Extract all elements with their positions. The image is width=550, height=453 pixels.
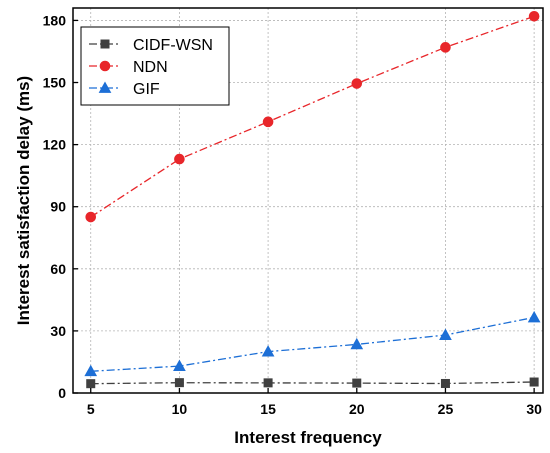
data-point-ndn bbox=[85, 211, 97, 223]
data-point-ndn bbox=[440, 42, 451, 53]
series-layer bbox=[84, 10, 541, 389]
data-point-cidf-wsn bbox=[86, 379, 96, 389]
legend-label-gif: GIF bbox=[133, 81, 160, 98]
y-tick-label: 60 bbox=[50, 261, 66, 277]
x-tick-label: 15 bbox=[260, 401, 276, 417]
data-point-gif bbox=[173, 359, 186, 371]
data-point-cidf-wsn bbox=[263, 378, 273, 388]
series-ndn bbox=[85, 10, 540, 223]
axis-ticks: 0 30 60 90 120 150 180 5 10 15 20 25 30 bbox=[43, 12, 542, 417]
legend-label-ndn: NDN bbox=[133, 59, 168, 76]
legend-marker-ndn bbox=[99, 60, 111, 72]
legend-item-gif: GIF bbox=[89, 81, 160, 98]
legend-item-ndn: NDN bbox=[89, 59, 168, 76]
x-tick-label: 25 bbox=[438, 401, 454, 417]
data-point-cidf-wsn bbox=[352, 378, 362, 388]
data-point-ndn bbox=[174, 153, 185, 165]
x-tick-label: 30 bbox=[526, 401, 542, 417]
data-point-gif bbox=[84, 364, 98, 377]
data-point-cidf-wsn bbox=[529, 377, 539, 387]
x-tick-label: 10 bbox=[172, 401, 188, 417]
x-axis-title: Interest frequency bbox=[234, 428, 382, 447]
series-line-gif bbox=[90, 316, 535, 372]
legend-marker-gif bbox=[98, 81, 112, 93]
x-tick-label: 20 bbox=[349, 401, 365, 417]
data-point-cidf-wsn bbox=[174, 378, 184, 388]
data-point-gif bbox=[527, 310, 541, 323]
plot-frame bbox=[72, 7, 544, 394]
legend-marker-cidf-wsn bbox=[100, 39, 110, 49]
series-line-cidf-wsn bbox=[90, 381, 535, 385]
y-tick-label: 150 bbox=[43, 75, 67, 91]
data-point-ndn bbox=[351, 78, 363, 89]
y-axis-title: Interest satisfaction delay (ms) bbox=[14, 76, 33, 325]
data-point-ndn bbox=[528, 10, 540, 22]
series-gif bbox=[84, 310, 541, 377]
data-point-gif bbox=[261, 345, 275, 357]
y-tick-label: 90 bbox=[50, 199, 66, 215]
data-point-gif bbox=[439, 328, 452, 340]
data-point-ndn bbox=[262, 116, 274, 128]
y-tick-label: 30 bbox=[50, 323, 66, 339]
data-point-cidf-wsn bbox=[440, 378, 450, 388]
y-tick-label: 120 bbox=[43, 137, 67, 153]
x-tick-label: 5 bbox=[87, 401, 95, 417]
legend: CIDF-WSN NDN GIF bbox=[80, 26, 230, 106]
data-point-gif bbox=[350, 337, 364, 350]
legend-label-cidf-wsn: CIDF-WSN bbox=[133, 37, 213, 54]
y-tick-label: 0 bbox=[58, 385, 66, 401]
legend-item-cidf-wsn: CIDF-WSN bbox=[89, 37, 213, 54]
y-tick-label: 180 bbox=[43, 12, 67, 28]
series-cidf-wsn bbox=[86, 377, 539, 389]
